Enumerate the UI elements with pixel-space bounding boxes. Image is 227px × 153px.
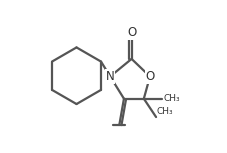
Text: CH₃: CH₃: [156, 107, 173, 116]
Text: CH₃: CH₃: [163, 94, 180, 103]
Text: O: O: [126, 26, 136, 39]
Text: O: O: [145, 70, 154, 83]
Text: N: N: [105, 70, 114, 83]
